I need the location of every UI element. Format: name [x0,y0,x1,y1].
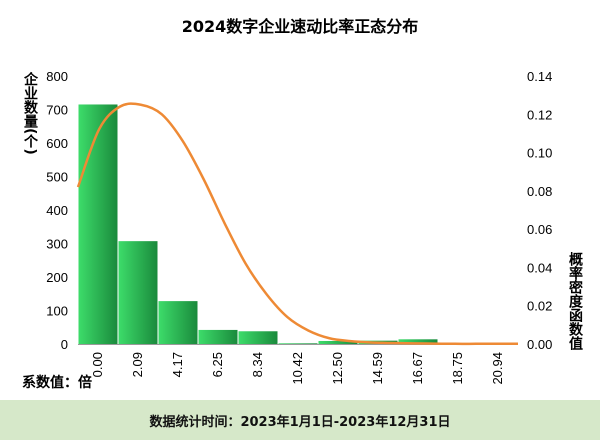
x-tick-label: 18.75 [450,352,465,385]
x-tick-label: 20.94 [490,352,505,385]
left-tick-label: 500 [46,170,68,185]
x-tick-label: 0.00 [90,352,105,377]
right-tick-label: 0.12 [527,107,552,122]
right-tick-label: 0.08 [527,184,552,199]
chart-title: 2024数字企业速动比率正态分布 [182,17,419,36]
left-tick-label: 100 [46,304,68,319]
left-tick-label: 400 [46,203,68,218]
x-tick-label: 16.67 [410,352,425,385]
right-tick-label: 0.10 [527,146,552,161]
right-tick-label: 0.04 [527,260,552,275]
x-axis-title: 系数值：倍 [22,374,92,391]
x-tick-label: 4.17 [170,352,185,377]
right-tick-label: 0.00 [527,337,552,352]
x-tick-label: 8.34 [250,352,265,377]
footer-date-range: 数据统计时间：2023年1月1日-2023年12月31日 [149,414,451,430]
left-tick-label: 200 [46,270,68,285]
histogram-bar [118,241,158,344]
histogram-bar [238,331,278,344]
histogram-bar [398,339,438,344]
footer-banner: 数据统计时间：2023年1月1日-2023年12月31日 [0,400,600,440]
right-tick-label: 0.14 [527,69,552,84]
chart-svg: 2024数字企业速动比率正态分布 0 100 200 300 400 500 600 700 80… [22,17,584,391]
chart: 2024数字企业速动比率正态分布 0 100 200 300 400 500 600 700 80… [22,17,584,391]
right-tick-label: 0.02 [527,299,552,314]
density-curve [76,102,518,346]
histogram-bar [198,329,238,344]
left-tick-label: 800 [46,69,68,84]
x-tick-label: 6.25 [210,352,225,377]
left-axis-title: 企业数量(个) [22,71,39,154]
left-tick-label: 600 [46,136,68,151]
left-tick-label: 700 [46,103,68,118]
histogram-bar [278,343,318,344]
x-tick-label: 2.09 [130,352,145,377]
left-tick-label: 300 [46,237,68,252]
x-tick-label: 10.42 [290,352,305,385]
right-axis-title: 概率密度函数值 [567,251,584,350]
x-tick-label: 12.50 [330,352,345,385]
right-tick-label: 0.06 [527,222,552,237]
histogram-bar [158,301,198,344]
histogram-bar [318,340,358,344]
left-tick-label: 0 [61,337,68,352]
histogram-bar [78,104,118,344]
x-tick-label: 14.59 [370,352,385,385]
